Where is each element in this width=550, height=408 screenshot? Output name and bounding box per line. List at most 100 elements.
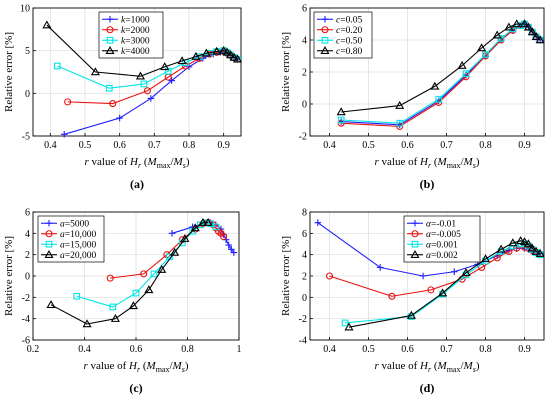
legend-label: k=3000 <box>121 37 150 47</box>
legend-marker <box>321 15 329 23</box>
data-point <box>230 249 238 256</box>
panel-label: (b) <box>420 177 435 191</box>
data-point <box>73 292 81 300</box>
x-axis-label: r value of Hr (Mmax/Ms) <box>375 360 480 374</box>
legend-entry: k=3000 <box>102 37 150 47</box>
legend-entry: c=0.80 <box>317 46 362 57</box>
data-point <box>519 237 530 246</box>
data-point <box>168 77 175 84</box>
x-tick-label: 0.8 <box>479 140 492 151</box>
data-point <box>438 288 448 297</box>
legend-marker <box>106 36 114 44</box>
data-point <box>143 87 151 95</box>
legend-entry: k=1000 <box>102 16 150 26</box>
data-point <box>531 246 541 255</box>
data-point <box>226 50 236 59</box>
legend-marker <box>411 240 419 248</box>
legend-label: α=0.002 <box>426 251 458 261</box>
axes-frame <box>309 211 545 341</box>
legend-entry: k=2000 <box>102 26 150 36</box>
x-tick-label: 0.6 <box>401 344 414 355</box>
x-tick-label: 0.8 <box>181 344 194 355</box>
x-tick-label: 0.4 <box>323 140 336 151</box>
data-point <box>90 67 100 76</box>
legend-entry: a=15,000 <box>41 241 96 251</box>
y-axis-label: Relative error [%] <box>280 236 292 316</box>
data-point <box>477 43 487 52</box>
data-point <box>341 319 349 327</box>
x-tick-label: 0.8 <box>183 140 196 151</box>
y-tick-label: 6 <box>302 229 307 240</box>
data-point <box>523 22 533 31</box>
axes-frame <box>32 211 240 341</box>
data-point <box>110 313 120 322</box>
data-point <box>46 300 56 309</box>
data-point <box>395 100 405 109</box>
data-point <box>435 95 443 103</box>
data-point <box>198 217 208 226</box>
legend-entry: c=0.50 <box>317 37 362 47</box>
data-point <box>135 71 146 80</box>
data-point <box>535 248 545 257</box>
y-tick-label: 2 <box>25 250 30 261</box>
legend-entry: α=-0.005 <box>407 230 461 240</box>
data-point <box>482 51 489 58</box>
x-tick-label: 0.2 <box>27 344 40 355</box>
chart-panel-b: 0.4 0.5 0.6 0.7 0.8 0.9 -2 0 2 4 6 Relative error [… <box>280 4 545 191</box>
legend-entry: α=0.001 <box>407 241 458 251</box>
data-point <box>376 264 384 271</box>
data-point <box>516 236 526 245</box>
x-tick-label: 0.8 <box>479 344 492 355</box>
data-point <box>419 272 427 280</box>
data-point <box>53 62 61 70</box>
legend-marker <box>45 240 53 248</box>
data-point <box>160 62 170 71</box>
data-point <box>517 22 524 29</box>
y-axis-label: Relative error [%] <box>3 236 15 316</box>
data-point <box>180 233 190 242</box>
series-black <box>344 236 545 331</box>
y-tick-label: 8 <box>302 208 307 219</box>
legend-marker <box>45 219 53 227</box>
y-tick-label: -2 <box>22 293 30 304</box>
legend-marker <box>45 230 53 238</box>
x-tick-label: 0.5 <box>362 344 375 355</box>
series-line <box>329 246 541 297</box>
data-point <box>105 84 113 92</box>
data-point <box>519 19 530 28</box>
y-tick-label: 5 <box>25 46 30 57</box>
data-point <box>147 95 155 102</box>
y-tick-label: -6 <box>22 336 30 347</box>
data-point <box>462 70 470 77</box>
panel-label: (d) <box>420 381 435 395</box>
legend-entry: a=10,000 <box>41 230 96 240</box>
legend-label: α=0.001 <box>426 241 458 251</box>
data-point <box>430 81 440 90</box>
data-point <box>508 238 518 247</box>
x-tick-label: 0.6 <box>130 344 143 355</box>
data-point <box>451 268 458 276</box>
data-point <box>337 116 345 124</box>
series-line <box>348 240 541 328</box>
data-point <box>535 35 545 44</box>
data-point <box>492 30 502 39</box>
data-point <box>212 223 220 231</box>
data-point <box>396 119 404 127</box>
x-tick-label: 0.4 <box>323 344 336 355</box>
legend-label: α=-0.01 <box>426 220 456 230</box>
series-line <box>67 50 238 105</box>
legend: c=0.05c=0.20c=0.50c=0.80 <box>313 11 373 59</box>
y-tick-label: 4 <box>25 229 30 240</box>
data-point <box>325 272 334 280</box>
legend-label: α=-0.005 <box>426 230 461 240</box>
y-tick-label: 6 <box>25 208 30 219</box>
data-point <box>531 32 541 41</box>
y-tick-label: -2 <box>299 314 307 325</box>
data-point <box>144 285 154 294</box>
x-tick-label: 0.4 <box>78 344 91 355</box>
data-point <box>190 223 200 232</box>
data-point <box>344 322 354 331</box>
data-point <box>527 27 537 36</box>
data-point <box>109 303 117 311</box>
series-black <box>42 20 243 80</box>
